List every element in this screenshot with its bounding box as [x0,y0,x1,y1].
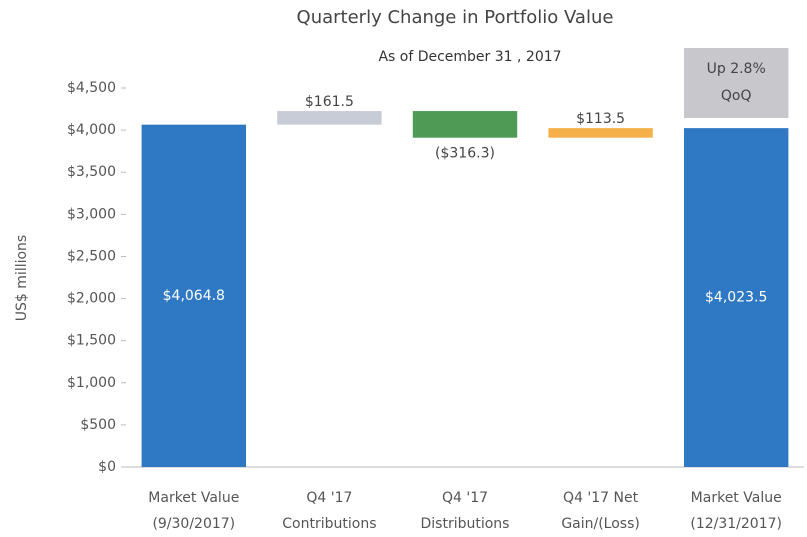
value-label: $113.5 [576,111,625,127]
x-tick-label: Distributions [421,516,510,532]
y-tick-label: $0 [98,459,116,475]
x-tick-label: Market Value [691,490,782,506]
x-tick-label: Q4 '17 [442,490,488,506]
annotation: QoQ [721,88,752,104]
step-bar [548,128,653,138]
total-bar [683,128,789,467]
value-label: $4,064.8 [163,288,225,304]
y-tick-label: $2,000 [67,291,116,307]
x-tick-label: (9/30/2017) [152,516,235,532]
x-tick-label: (12/31/2017) [690,516,782,532]
x-tick-label: Contributions [282,516,376,532]
annotation: Up 2.8% [707,61,766,77]
x-tick-label: Gain/(Loss) [561,516,640,532]
value-label: ($316.3) [435,146,495,162]
value-label: $161.5 [305,94,354,110]
value-label: $4,023.5 [705,290,767,306]
chart-subtitle: As of December 31 , 2017 [378,49,561,65]
annotation-box [683,48,789,118]
y-tick-label: $4,500 [67,80,116,96]
x-tick-label: Market Value [148,490,239,506]
chart-title: Quarterly Change in Portfolio Value [297,7,614,28]
x-tick-label: Q4 '17 Net [563,490,639,506]
total-bar [141,124,247,468]
y-tick-label: $500 [80,417,116,433]
y-tick-label: $3,500 [67,164,116,180]
step-bar [412,111,518,138]
y-tick-label: $3,000 [67,206,116,222]
y-tick-label: $1,500 [67,333,116,349]
y-tick-label: $1,000 [67,375,116,391]
step-bar [277,111,382,125]
y-tick-label: $4,000 [67,122,116,138]
x-tick-label: Q4 '17 [306,490,352,506]
y-tick-label: $2,500 [67,248,116,264]
y-axis-label: US$ millions [14,235,30,321]
